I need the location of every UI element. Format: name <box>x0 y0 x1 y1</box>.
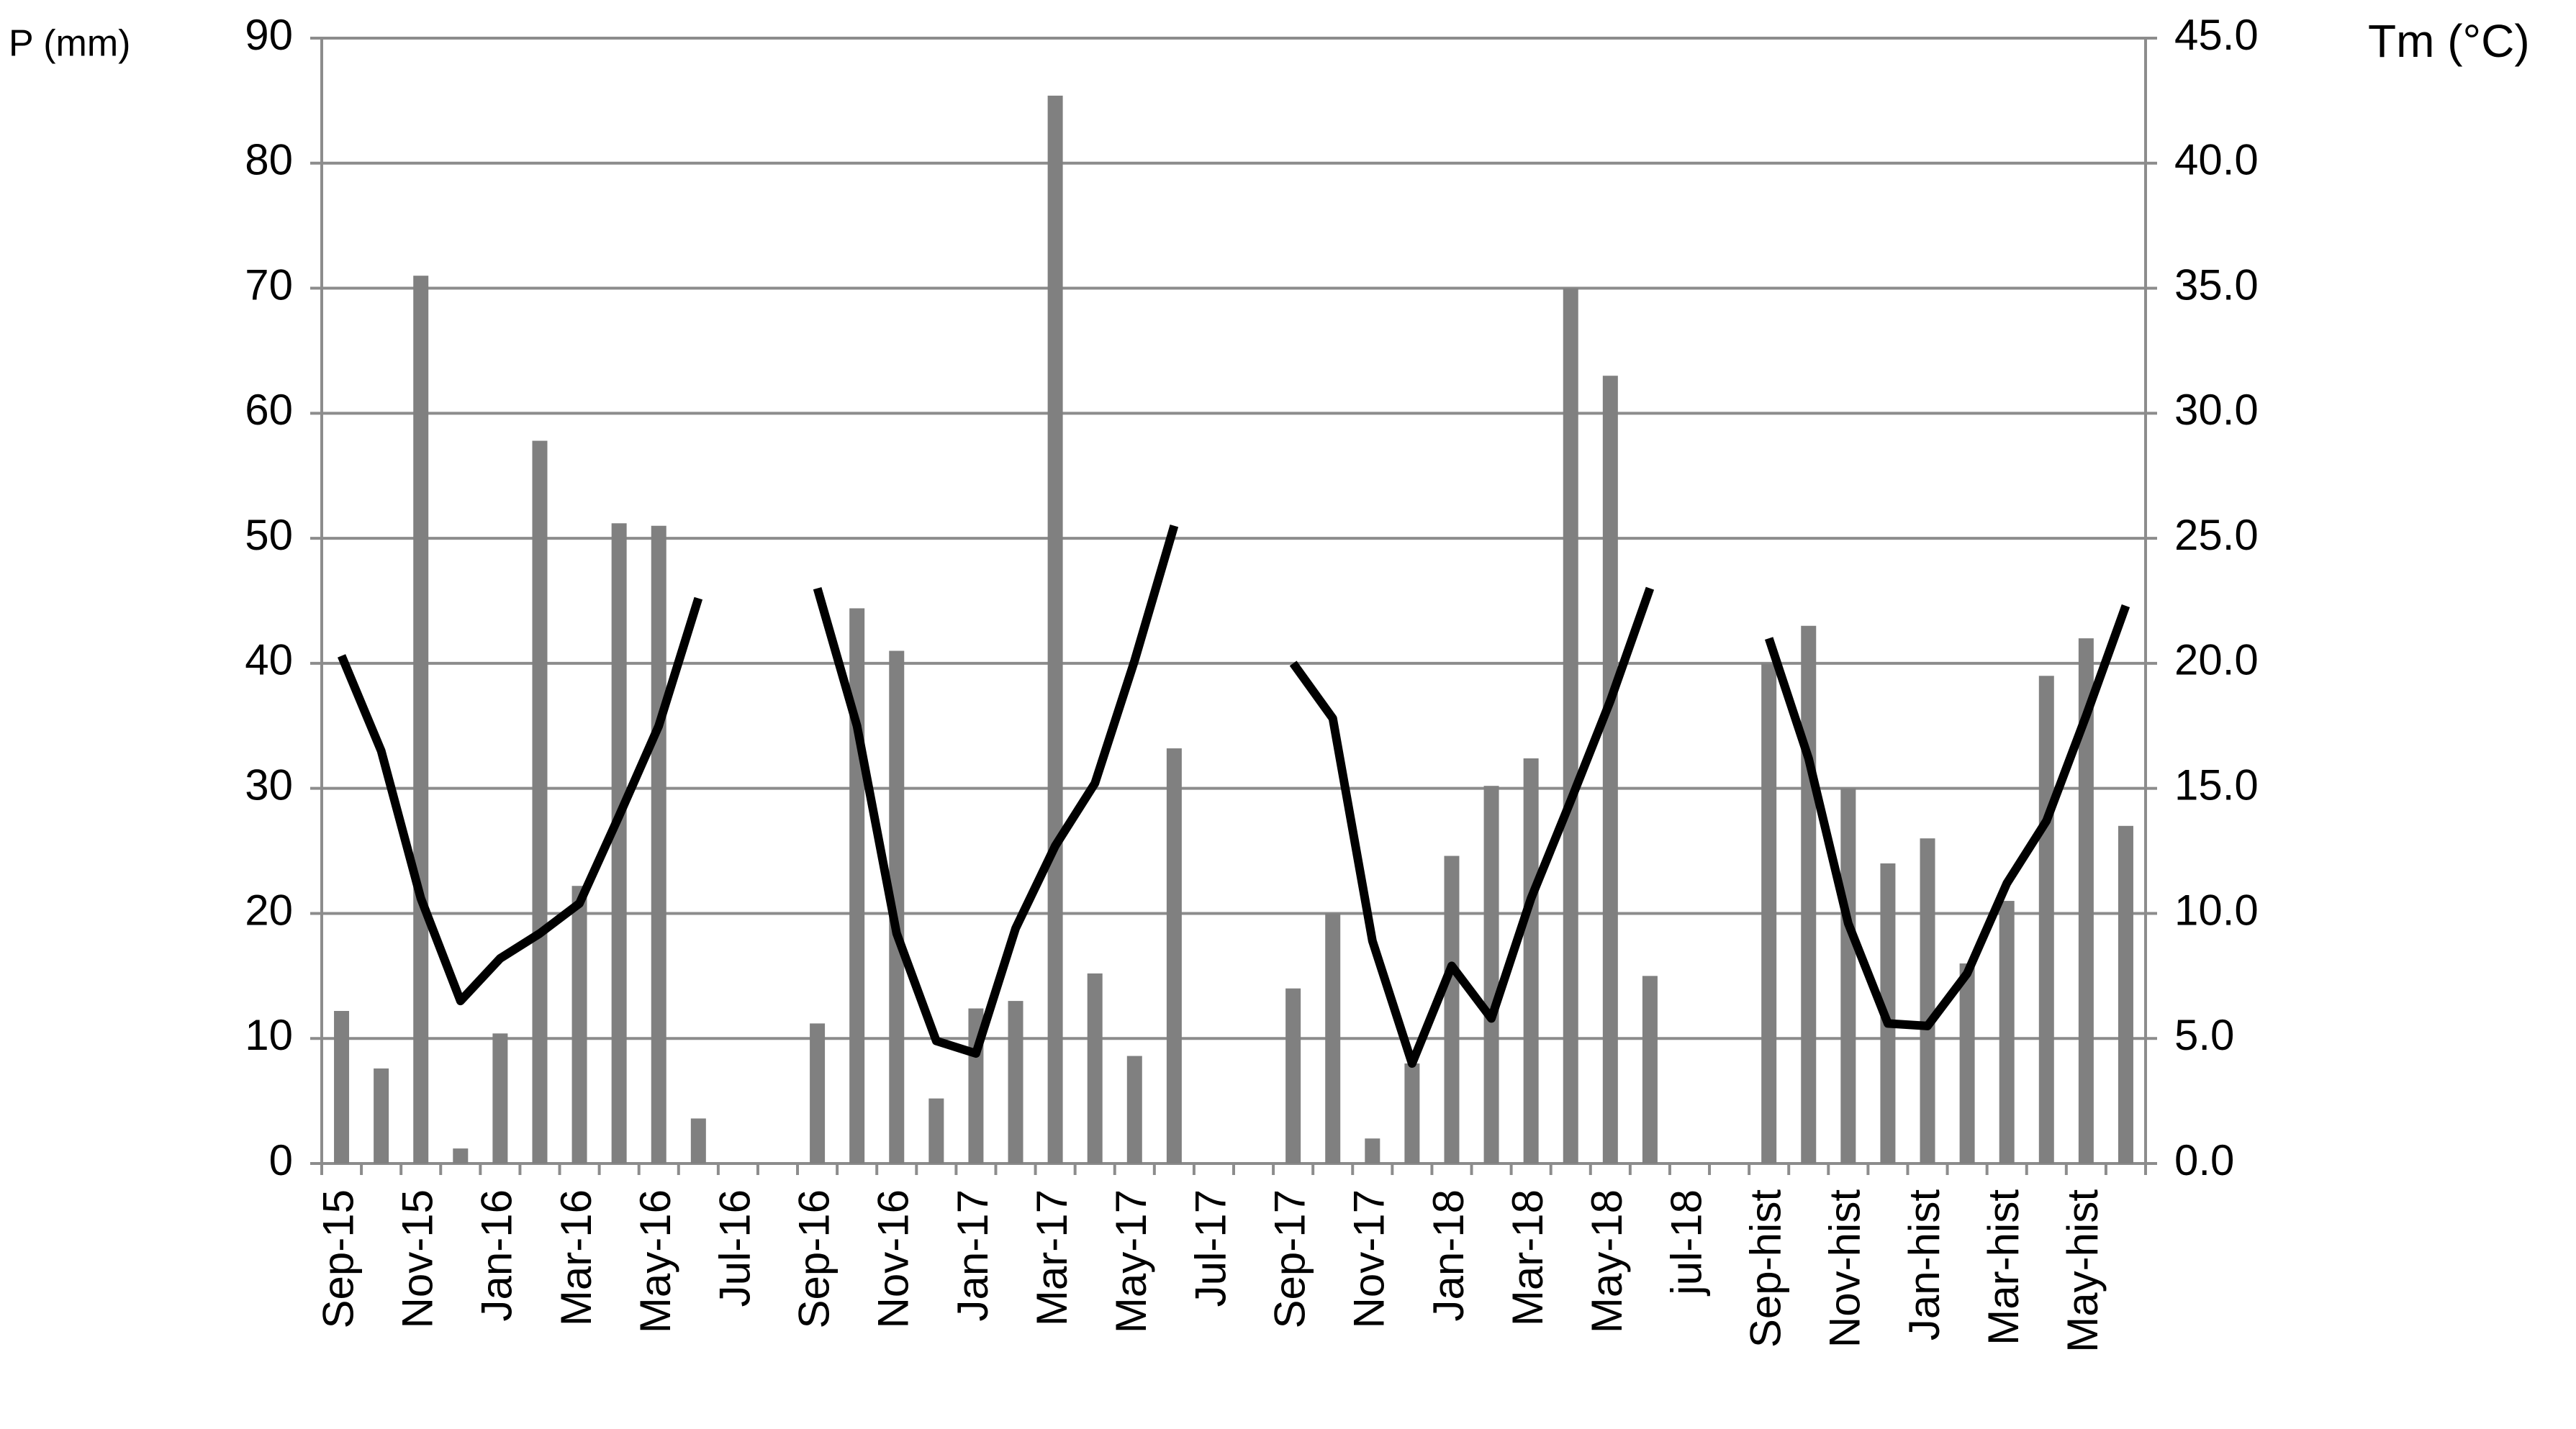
x-tick-label: Nov-hist <box>1821 1189 1869 1348</box>
y-tick-label: 90 <box>245 11 293 59</box>
bar <box>1047 95 1063 1164</box>
bar <box>1365 1138 1380 1163</box>
bar <box>849 608 865 1163</box>
y2-axis-title: Tm (°C) <box>2368 15 2530 67</box>
x-tick-label: Jul-16 <box>710 1189 759 1307</box>
bar <box>1840 788 1856 1163</box>
y2-tick-label: 35.0 <box>2174 260 2259 309</box>
bar <box>1444 856 1460 1163</box>
y-axis-title: P (mm) <box>9 23 130 65</box>
bar <box>492 1033 508 1163</box>
bar <box>334 1010 350 1163</box>
x-tick-label: May-18 <box>1583 1189 1631 1333</box>
bar <box>532 440 548 1163</box>
bar <box>1285 988 1301 1163</box>
x-tick-label: Sep-17 <box>1265 1189 1314 1328</box>
bar <box>453 1148 469 1163</box>
x-tick-label: Mar-18 <box>1504 1189 1552 1326</box>
x-tick-label: Mar-16 <box>552 1189 600 1326</box>
y-tick-label: 40 <box>245 636 293 684</box>
y2-tick-label: 15.0 <box>2174 761 2259 809</box>
bar <box>1801 625 1817 1163</box>
x-tick-label: Sep-hist <box>1742 1189 1790 1348</box>
bar <box>1602 376 1618 1164</box>
bar <box>1166 748 1182 1163</box>
x-tick-label: Mar-hist <box>1979 1189 2028 1346</box>
bar <box>690 1118 706 1163</box>
y-tick-label: 50 <box>245 511 293 559</box>
bar <box>1404 1063 1420 1163</box>
bar <box>928 1098 944 1163</box>
x-tick-label: May-16 <box>631 1189 679 1333</box>
y2-tick-label: 25.0 <box>2174 511 2259 559</box>
bar <box>1325 913 1341 1163</box>
bar <box>1959 963 1975 1163</box>
bar <box>1523 758 1539 1163</box>
bar <box>651 525 666 1163</box>
y2-tick-label: 40.0 <box>2174 136 2259 184</box>
x-tick-label: May-17 <box>1107 1189 1155 1333</box>
bar <box>1920 838 1935 1163</box>
y2-tick-label: 30.0 <box>2174 386 2259 434</box>
y2-tick-label: 45.0 <box>2174 11 2259 59</box>
x-tick-label: May-hist <box>2058 1189 2107 1353</box>
y-tick-label: 20 <box>245 886 293 934</box>
x-tick-label: Nov-16 <box>869 1189 918 1328</box>
x-tick-label: Nov-17 <box>1345 1189 1393 1328</box>
x-tick-label: Jul-17 <box>1186 1189 1234 1307</box>
bar <box>1008 1001 1023 1163</box>
x-tick-label: Jan-18 <box>1424 1189 1473 1321</box>
y2-tick-label: 0.0 <box>2174 1136 2234 1184</box>
line <box>338 596 703 1006</box>
line <box>1289 586 1655 1068</box>
x-tick-label: Jan-16 <box>473 1189 521 1321</box>
bar <box>1563 288 1578 1163</box>
bar <box>2078 638 2094 1163</box>
bar <box>374 1068 389 1163</box>
x-tick-label: Jan-17 <box>949 1189 997 1321</box>
bar <box>2038 676 2054 1163</box>
bar <box>571 886 587 1163</box>
x-tick-label: jul-18 <box>1662 1189 1710 1297</box>
x-tick-label: Jan-hist <box>1900 1189 1948 1340</box>
bar <box>1642 976 1658 1163</box>
line <box>813 525 1179 1058</box>
x-tick-label: Nov-15 <box>394 1189 442 1328</box>
bar <box>1126 1056 1142 1163</box>
y-tick-label: 80 <box>245 136 293 184</box>
bar <box>413 276 429 1164</box>
y2-tick-label: 5.0 <box>2174 1011 2234 1059</box>
bar <box>1761 663 1777 1163</box>
y-tick-label: 10 <box>245 1011 293 1059</box>
x-tick-label: Sep-16 <box>790 1189 838 1328</box>
bar <box>1087 973 1103 1163</box>
y-tick-label: 0 <box>269 1136 293 1184</box>
x-tick-label: Mar-17 <box>1028 1189 1076 1326</box>
bar <box>889 650 905 1163</box>
y2-tick-label: 20.0 <box>2174 636 2259 684</box>
y-tick-label: 70 <box>245 260 293 309</box>
bar <box>2118 825 2133 1163</box>
y2-tick-label: 10.0 <box>2174 886 2259 934</box>
line <box>1764 604 2130 1030</box>
bar <box>1999 901 2015 1163</box>
y-tick-label: 30 <box>245 761 293 809</box>
y-tick-label: 60 <box>245 386 293 434</box>
bar <box>1483 786 1499 1163</box>
x-tick-label: Sep-15 <box>314 1189 362 1328</box>
bar <box>611 523 627 1163</box>
bar <box>810 1023 826 1163</box>
